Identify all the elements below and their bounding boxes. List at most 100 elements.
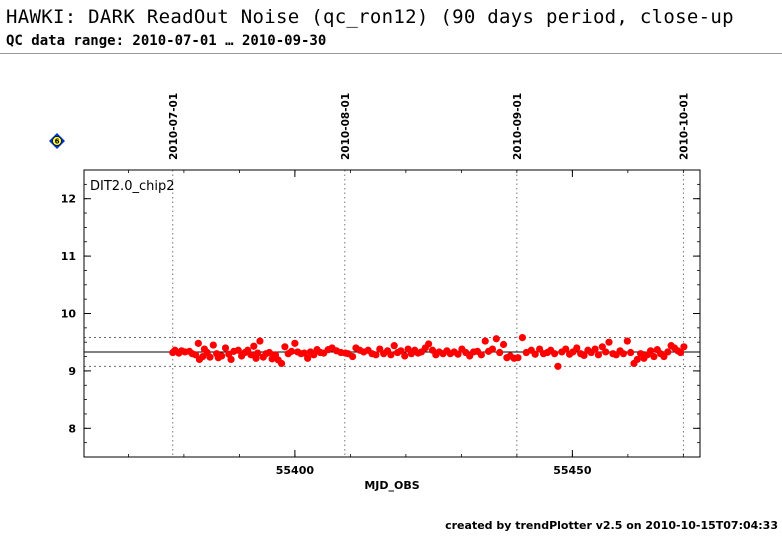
data-point [171,346,179,354]
data-point [268,355,276,363]
data-point [580,351,588,360]
x-tick-label: 55450 [553,464,592,477]
data-point [252,354,260,362]
data-point [310,351,318,359]
data-point [368,350,376,358]
data-point [195,355,204,364]
data-point [653,346,661,354]
data-point [256,337,264,345]
data-point [539,350,548,358]
data-point [633,355,641,364]
data-point [214,354,222,362]
data-point [656,350,665,358]
data-point [473,347,482,355]
data-point [435,348,443,356]
data-point [294,348,302,356]
data-point [300,349,308,357]
date-marker-label: 2010-09-01 [512,93,524,160]
data-point [178,347,186,355]
title-divider [0,53,782,54]
data-point [432,351,440,359]
data-point [337,348,345,357]
data-point [499,340,508,349]
data-point [360,348,368,356]
data-point [306,348,315,356]
data-point [492,335,500,343]
y-tick-label: 12 [61,193,76,206]
data-point [274,356,282,364]
x-axis-title: MJD_OBS [364,479,419,492]
data-point [421,344,429,352]
data-point [259,353,267,361]
data-point [514,354,522,362]
data-point [352,344,360,352]
data-point [584,346,592,354]
data-point [169,348,177,357]
data-point [496,348,504,357]
data-point [390,342,398,350]
data-point [387,351,395,359]
y-tick-label: 9 [68,365,76,378]
data-point [609,350,617,358]
data-point [376,345,384,353]
data-point [332,347,341,355]
data-point [554,362,562,370]
data-point [466,352,474,360]
data-point [372,351,380,359]
data-point [439,350,447,358]
data-point [238,352,246,360]
data-point [209,341,217,349]
data-point [536,345,544,353]
data-point [411,346,419,354]
data-point [250,342,258,350]
footer-credit: created by trendPlotter v2.5 on 2010-10-… [445,519,778,532]
data-point [297,350,305,358]
data-point [221,344,230,352]
data-point [462,348,470,357]
panel-label: DIT2.0_chip2 [90,179,174,194]
diamond-glyph: 6 [55,138,60,146]
data-point [510,354,518,362]
y-tick-label: 11 [61,250,76,263]
data-point [527,346,535,354]
date-marker-label: 2010-10-01 [678,93,690,160]
data-point [213,350,221,358]
data-point [383,347,392,355]
data-point [227,355,235,364]
data-point [348,352,357,361]
data-point [313,346,321,354]
data-point [316,348,325,357]
data-points [169,334,688,370]
data-point [206,353,214,361]
data-point [277,359,286,368]
data-point [344,350,352,358]
data-point [234,346,242,354]
plot-frame [83,169,701,458]
data-point [320,349,328,357]
data-point [397,347,405,355]
data-point [469,348,478,356]
data-point [531,350,539,358]
data-point [446,350,454,358]
data-point [364,346,372,354]
diamond-info-icon[interactable]: 6 [49,133,65,149]
data-point [218,352,226,360]
data-point [262,350,270,358]
data-point [191,351,200,359]
data-point [587,348,595,357]
data-point [619,350,628,358]
data-point [284,350,292,358]
data-point [602,348,610,356]
data-point [647,347,655,355]
data-point [565,350,574,358]
data-point [481,337,489,345]
data-point [551,350,559,358]
data-point [591,345,599,353]
data-point [477,351,485,359]
data-point [247,351,255,359]
data-point [484,347,493,355]
data-point [558,348,566,356]
data-point [203,348,211,357]
data-point [670,344,679,352]
